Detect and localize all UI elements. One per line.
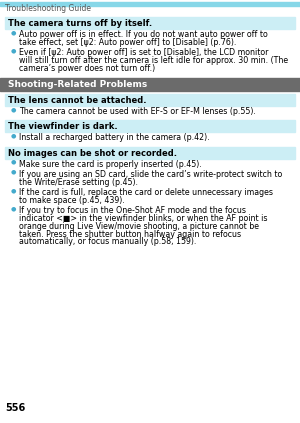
Text: 556: 556 <box>5 403 25 413</box>
Text: No images can be shot or recorded.: No images can be shot or recorded. <box>8 148 177 158</box>
Text: Troubleshooting Guide: Troubleshooting Guide <box>5 4 91 13</box>
Text: indicator <■> in the viewfinder blinks, or when the AF point is: indicator <■> in the viewfinder blinks, … <box>19 214 268 223</box>
Text: orange during Live View/movie shooting, a picture cannot be: orange during Live View/movie shooting, … <box>19 222 259 231</box>
Text: automatically, or focus manually (p.58, 159).: automatically, or focus manually (p.58, … <box>19 237 197 246</box>
Text: ●: ● <box>11 133 16 138</box>
Text: The lens cannot be attached.: The lens cannot be attached. <box>8 96 146 105</box>
Bar <box>5 147 295 159</box>
Text: The camera cannot be used with EF-S or EF-M lenses (p.55).: The camera cannot be used with EF-S or E… <box>19 107 256 116</box>
Text: ●: ● <box>11 206 16 211</box>
Text: ●: ● <box>11 48 16 53</box>
Text: ●: ● <box>11 30 16 35</box>
Text: take effect, set [ψ2: Auto power off] to [Disable] (p.76).: take effect, set [ψ2: Auto power off] to… <box>19 38 236 47</box>
Text: ●: ● <box>11 170 16 175</box>
Text: ●: ● <box>11 107 16 112</box>
Text: the Write/Erase setting (p.45).: the Write/Erase setting (p.45). <box>19 178 138 187</box>
Text: ●: ● <box>11 159 16 165</box>
Text: Make sure the card is properly inserted (p.45).: Make sure the card is properly inserted … <box>19 159 202 169</box>
Text: Auto power off is in effect. If you do not want auto power off to: Auto power off is in effect. If you do n… <box>19 30 268 39</box>
Text: to make space (p.45, 439).: to make space (p.45, 439). <box>19 196 125 205</box>
Text: Install a recharged battery in the camera (p.42).: Install a recharged battery in the camer… <box>19 133 210 142</box>
Text: If you are using an SD card, slide the card’s write-protect switch to: If you are using an SD card, slide the c… <box>19 170 282 179</box>
Text: The camera turns off by itself.: The camera turns off by itself. <box>8 19 152 28</box>
Text: If the card is full, replace the card or delete unnecessary images: If the card is full, replace the card or… <box>19 188 273 197</box>
Text: Shooting-Related Problems: Shooting-Related Problems <box>8 80 147 89</box>
Text: The viewfinder is dark.: The viewfinder is dark. <box>8 122 118 131</box>
Bar <box>0 78 300 91</box>
Text: camera’s power does not turn off.): camera’s power does not turn off.) <box>19 64 155 73</box>
Text: taken. Press the shutter button halfway again to refocus: taken. Press the shutter button halfway … <box>19 230 241 239</box>
Bar <box>5 120 295 132</box>
Text: ●: ● <box>11 188 16 193</box>
Bar <box>0 2 300 6</box>
Text: will still turn off after the camera is left idle for approx. 30 min. (The: will still turn off after the camera is … <box>19 56 288 65</box>
Text: If you try to focus in the One-Shot AF mode and the focus: If you try to focus in the One-Shot AF m… <box>19 206 246 215</box>
Text: Even if [ψ2: Auto power off] is set to [Disable], the LCD monitor: Even if [ψ2: Auto power off] is set to [… <box>19 48 268 57</box>
Bar <box>5 17 295 29</box>
Bar <box>5 94 295 106</box>
